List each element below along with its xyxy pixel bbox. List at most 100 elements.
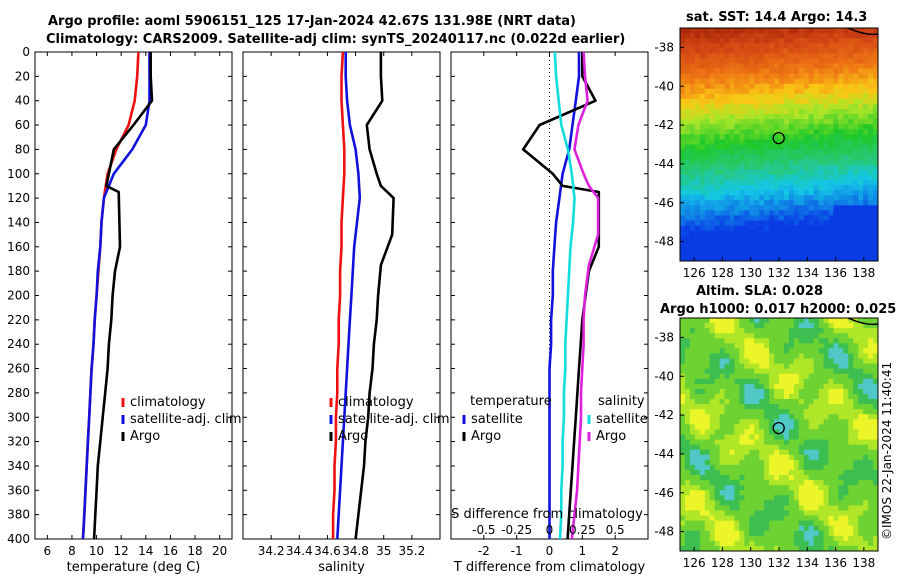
map-cell (694, 38, 701, 44)
series-line-salinity-argo (570, 52, 600, 539)
map-cell (754, 109, 760, 115)
map-cell (808, 109, 815, 115)
map-cell (803, 139, 810, 145)
map-cell (749, 78, 755, 85)
map-cell (853, 500, 859, 506)
map-cell (724, 119, 730, 125)
map-cell (813, 500, 820, 506)
map-cell (704, 250, 711, 257)
map-cell (774, 200, 780, 206)
map-cell (729, 58, 735, 64)
map-cell (793, 333, 800, 339)
map-cell (739, 185, 745, 191)
map-cell (694, 154, 701, 161)
map-y-tick-label: -48 (654, 235, 674, 249)
map-cell (818, 475, 825, 481)
map-cell (724, 505, 730, 511)
map-cell (724, 144, 730, 151)
map-cell (783, 98, 790, 105)
map-cell (843, 333, 849, 339)
map-cell (729, 404, 735, 410)
map-cell (744, 363, 750, 370)
map-cell (749, 124, 755, 130)
map-cell (779, 348, 785, 354)
map-cell (719, 78, 726, 85)
map-cell (694, 73, 701, 80)
map-cell (714, 545, 721, 551)
map-cell (828, 83, 834, 90)
map-cell (798, 119, 805, 125)
map-cell (744, 119, 750, 125)
map-cell (848, 515, 854, 522)
map-cell (749, 53, 755, 59)
map-cell (793, 353, 800, 360)
map-cell (858, 68, 864, 75)
map-cell (788, 114, 795, 120)
map-cell (734, 545, 740, 551)
map-cell (764, 109, 770, 115)
map-cell (798, 83, 805, 90)
map-cell (749, 38, 755, 44)
map-cell (749, 449, 755, 456)
map-cell (699, 93, 706, 100)
map-cell (719, 343, 726, 349)
map-cell (689, 500, 696, 506)
map-cell (858, 240, 864, 247)
map-cell (853, 505, 859, 511)
map-cell (759, 525, 765, 532)
map-cell (764, 373, 770, 380)
map-cell (818, 530, 825, 537)
map-cell (853, 373, 859, 380)
map-cell (838, 505, 844, 511)
map-cell (714, 154, 721, 161)
map-cell (803, 235, 810, 242)
map-cell (714, 358, 721, 365)
map-cell (813, 149, 820, 156)
map-cell (734, 205, 740, 211)
map-cell (858, 459, 864, 466)
map-cell (684, 399, 691, 405)
map-cell (838, 434, 844, 441)
map-cell (719, 185, 726, 191)
map-cell (853, 38, 859, 44)
map-cell (793, 235, 800, 242)
map-cell (813, 245, 820, 252)
map-cell (793, 225, 800, 232)
map-cell (858, 409, 864, 415)
map-cell (714, 83, 721, 90)
map-cell (744, 144, 750, 151)
map-cell (848, 535, 854, 542)
map-cell (779, 124, 785, 130)
map-cell (813, 510, 820, 517)
map-cell (843, 378, 849, 385)
map-cell (774, 323, 780, 329)
map-cell (744, 255, 750, 261)
map-cell (759, 495, 765, 501)
map-cell (863, 540, 869, 547)
map-cell (680, 114, 686, 120)
map-cell (699, 235, 706, 242)
map-cell (769, 363, 775, 370)
map-cell (793, 480, 800, 486)
map-cell (680, 109, 686, 115)
map-cell (843, 393, 849, 400)
map-cell (779, 255, 785, 261)
map-cell (684, 530, 691, 537)
map-cell (739, 174, 745, 181)
map-cell (853, 454, 859, 461)
map-cell (828, 109, 834, 115)
map-cell (734, 353, 740, 360)
map-cell (838, 93, 844, 100)
map-cell (848, 439, 854, 446)
map-cell (808, 490, 815, 496)
map-cell (833, 530, 839, 537)
map-cell (843, 93, 849, 100)
map-cell (863, 103, 869, 110)
map-cell (729, 530, 735, 537)
map-cell (853, 429, 859, 435)
map-cell (709, 393, 716, 400)
map-x-tick-label: 128 (711, 266, 734, 280)
map-cell (729, 409, 735, 415)
map-cell (873, 174, 878, 181)
map-cell (769, 139, 775, 145)
